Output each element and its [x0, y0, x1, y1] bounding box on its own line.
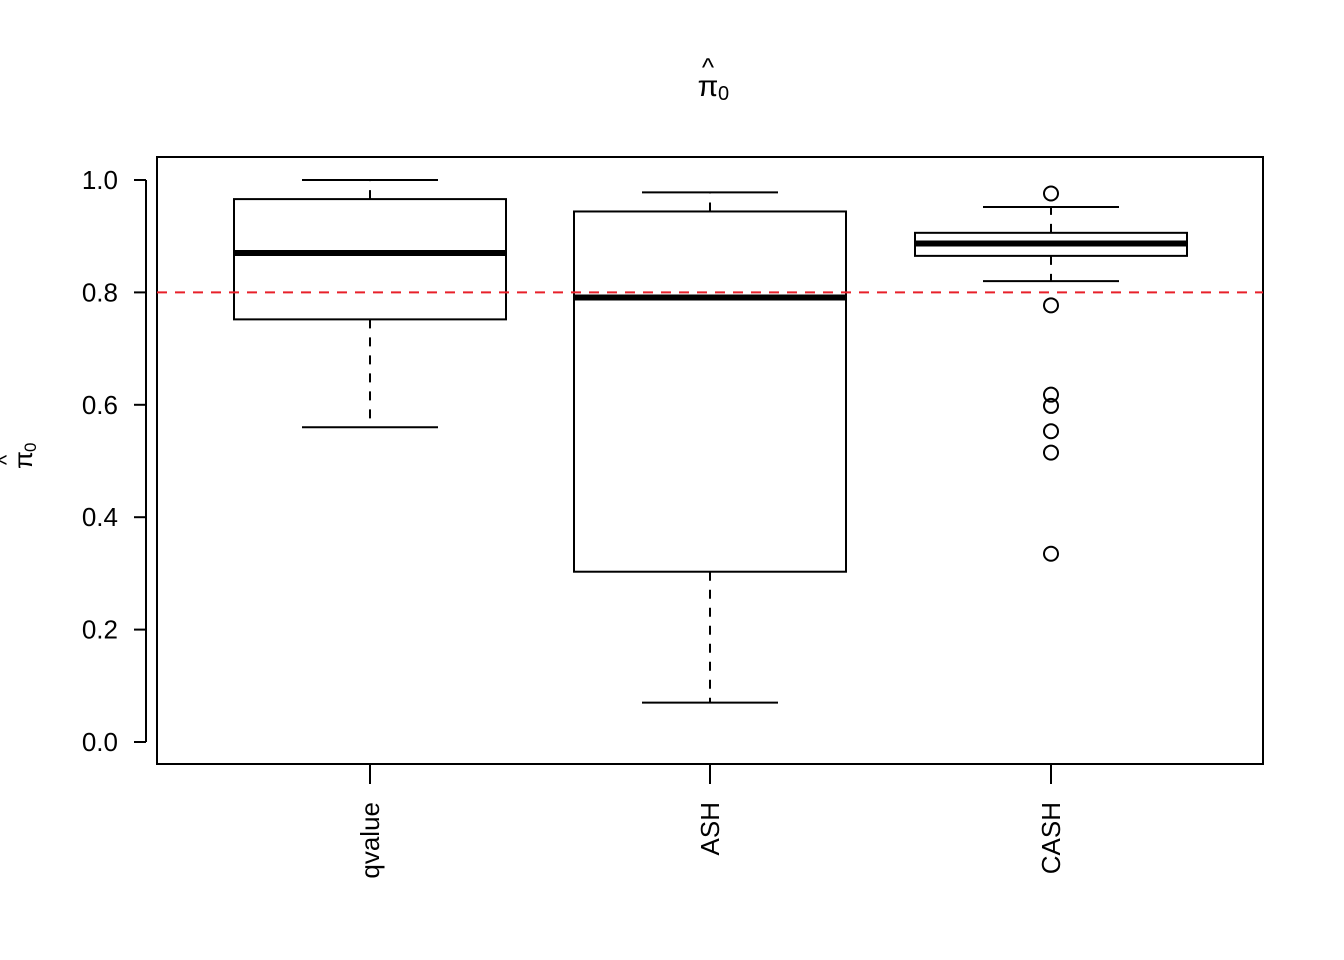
chart-title: π ^ 0 [698, 52, 729, 105]
iqr-box [233, 198, 507, 321]
outlier-point [1043, 444, 1059, 461]
outlier-point [1043, 185, 1059, 202]
y-tick-label: 0.6 [82, 390, 118, 420]
y-tick-label: 0.2 [82, 615, 118, 645]
x-axis: qvalue ASH CASH [355, 764, 1066, 879]
y-tick-label: 0.0 [82, 727, 118, 757]
outlier-point [1043, 297, 1059, 314]
title-subscript: 0 [718, 83, 729, 105]
y-axis-label: π ^ 0 [0, 443, 40, 469]
iqr-box [573, 210, 847, 573]
outlier-point [1043, 423, 1059, 440]
box-qvalue [233, 179, 507, 429]
outlier-point [1043, 545, 1059, 562]
boxes [233, 179, 1188, 704]
title-hat: ^ [702, 52, 715, 82]
y-tick-label: 1.0 [82, 165, 118, 195]
title-symbol: π [698, 70, 719, 103]
outlier-point [1043, 386, 1059, 403]
outlier-point [1043, 397, 1059, 414]
ylabel-symbol: π [8, 451, 38, 469]
x-tick-label: ASH [695, 802, 725, 855]
x-tick-label: qvalue [355, 802, 385, 879]
box-ash [573, 191, 847, 704]
x-tick-label: CASH [1036, 802, 1066, 874]
ylabel-subscript: 0 [21, 443, 40, 452]
y-tick-label: 0.8 [82, 277, 118, 307]
y-axis: 0.0 0.2 0.4 0.6 0.8 1.0 [82, 165, 147, 757]
box-cash [914, 185, 1188, 562]
ylabel-hat: ^ [0, 454, 19, 465]
y-tick-label: 0.4 [82, 502, 118, 532]
